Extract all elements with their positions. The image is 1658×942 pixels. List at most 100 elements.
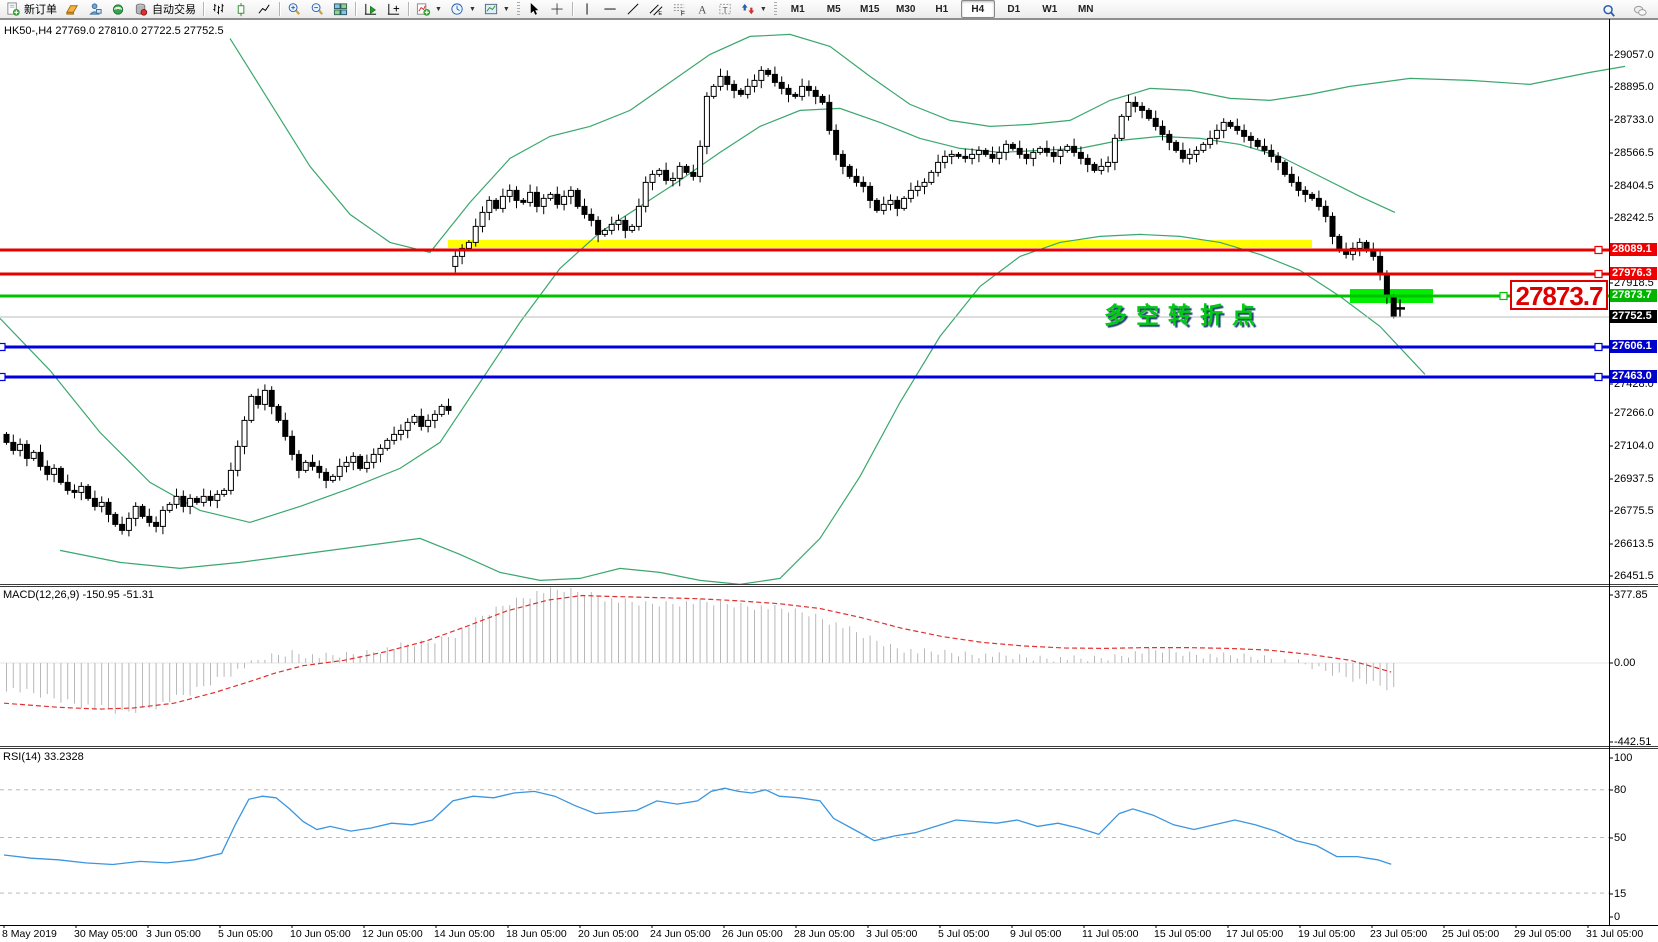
- candle-body: [751, 79, 758, 87]
- candle-body: [78, 485, 85, 493]
- price-tick-label: 28404.5: [1614, 180, 1654, 192]
- expert-advisors-button[interactable]: [84, 0, 107, 19]
- templates-icon: [484, 3, 497, 14]
- new-order-button-label: 新订单: [24, 4, 57, 16]
- candle-body: [608, 223, 615, 231]
- indicators-button[interactable]: ▼: [412, 0, 446, 19]
- text-button[interactable]: A: [691, 0, 714, 19]
- bar-chart-button[interactable]: [207, 0, 230, 19]
- search-button[interactable]: [1598, 2, 1621, 21]
- pivot-price-callout[interactable]: 27873.7: [1510, 280, 1608, 310]
- candle-body: [894, 199, 901, 209]
- label-button[interactable]: T: [714, 0, 737, 19]
- candle-body: [234, 445, 241, 471]
- timeframe-h4[interactable]: H4: [960, 0, 995, 18]
- trendline-icon: [627, 3, 639, 15]
- timeframe-d1[interactable]: D1: [1007, 3, 1021, 15]
- candle-body: [1356, 241, 1363, 249]
- macd-signal-line: [3, 594, 1392, 710]
- candle-body: [397, 429, 404, 435]
- timeframe-h1[interactable]: H1: [935, 3, 949, 15]
- candlestick-button[interactable]: [230, 0, 253, 19]
- candle-body: [805, 85, 812, 91]
- chart-window-button[interactable]: [61, 0, 84, 19]
- candle-body: [533, 191, 540, 207]
- support-line-27463-handle[interactable]: [1594, 372, 1603, 382]
- timeframe-m1[interactable]: M1: [790, 3, 805, 15]
- toolbar-grip: [773, 2, 777, 16]
- pivot-annotation-text[interactable]: 多空转折点: [1104, 302, 1264, 328]
- resistance-line-27976-handle[interactable]: [1594, 269, 1603, 279]
- candle-body: [316, 465, 323, 473]
- toolbar: 新订单 自动交易 ▼ ▼ ▼ E F A T ▼ M1 M5 M15 M30 H1 H4 D1 W1 MN: [0, 0, 1658, 19]
- line-chart-icon: [258, 4, 270, 14]
- candle-body: [159, 509, 166, 527]
- yellow-band[interactable]: [448, 240, 1312, 248]
- timeframe-m5[interactable]: M5: [826, 3, 841, 15]
- templates-button[interactable]: ▼: [480, 0, 514, 19]
- chart-cube-icon: [66, 4, 78, 15]
- support-line-27606-handle[interactable]: [0, 342, 6, 352]
- crosshair-button[interactable]: [546, 0, 569, 19]
- candle-body: [459, 247, 466, 257]
- line-chart-button[interactable]: [253, 0, 276, 19]
- chevron-down-icon: ▼: [502, 5, 510, 13]
- periods-button[interactable]: ▼: [446, 0, 480, 19]
- zoom-in-button[interactable]: [283, 0, 306, 19]
- candle-body: [962, 155, 969, 159]
- time-label: 3 Jul 05:00: [866, 928, 918, 940]
- arrows-button[interactable]: ▼: [737, 0, 771, 19]
- candle-body: [1098, 165, 1105, 171]
- candle-body: [1023, 153, 1030, 159]
- candle-body: [51, 467, 58, 475]
- timeframe-mn[interactable]: MN: [1077, 3, 1094, 15]
- candle-body: [465, 241, 472, 249]
- time-label: 3 Jun 05:00: [146, 928, 201, 940]
- candle-body: [71, 489, 78, 493]
- candle-body: [812, 89, 819, 97]
- trendline-button[interactable]: [622, 0, 645, 19]
- candle-body: [139, 505, 146, 517]
- timeframe-w1[interactable]: W1: [1042, 3, 1058, 15]
- resistance-line-28089-handle[interactable]: [1594, 245, 1603, 255]
- chart-shift-button[interactable]: [382, 0, 405, 19]
- candle-body: [1145, 109, 1152, 119]
- tile-windows-button[interactable]: [329, 0, 352, 19]
- auto-scroll-button[interactable]: [359, 0, 382, 19]
- support-line-27463-handle[interactable]: [0, 372, 6, 382]
- candle-body: [1247, 135, 1254, 141]
- autotrading-button[interactable]: 自动交易: [130, 0, 200, 19]
- pivot-line-27873-handle[interactable]: [1499, 291, 1508, 301]
- candle-body: [601, 229, 608, 235]
- candle-body: [132, 505, 139, 519]
- cursor-button[interactable]: [523, 0, 546, 19]
- candle-body: [935, 161, 942, 173]
- candle-body: [384, 439, 391, 449]
- fibonacci-button[interactable]: F: [668, 0, 691, 19]
- channel-button[interactable]: E: [645, 0, 668, 19]
- chat-button[interactable]: [1629, 2, 1652, 21]
- signals-button[interactable]: [107, 0, 130, 19]
- candle-body: [595, 219, 602, 235]
- candle-body: [499, 195, 506, 209]
- new-order-button[interactable]: 新订单: [2, 0, 61, 19]
- time-label: 10 Jun 05:00: [290, 928, 351, 940]
- price-tick-label: 27266.0: [1614, 407, 1654, 419]
- candle-body: [887, 199, 894, 205]
- candle-body: [1030, 151, 1037, 159]
- candle-body: [329, 475, 336, 481]
- candle-body: [710, 85, 717, 97]
- candle-body: [615, 219, 622, 225]
- timeframe-m15[interactable]: M15: [860, 3, 880, 15]
- horizontal-line-button[interactable]: [599, 0, 622, 19]
- candle-body: [506, 189, 513, 197]
- candle-body: [819, 95, 826, 103]
- vertical-line-button[interactable]: [576, 0, 599, 19]
- timeframe-m30[interactable]: M30: [896, 3, 916, 15]
- price-tick-label: 26613.5: [1614, 538, 1654, 550]
- zoom-out-button[interactable]: [306, 0, 329, 19]
- support-line-27606-handle[interactable]: [1594, 342, 1603, 352]
- text-icon: A: [698, 4, 707, 16]
- candle-body: [1322, 205, 1329, 217]
